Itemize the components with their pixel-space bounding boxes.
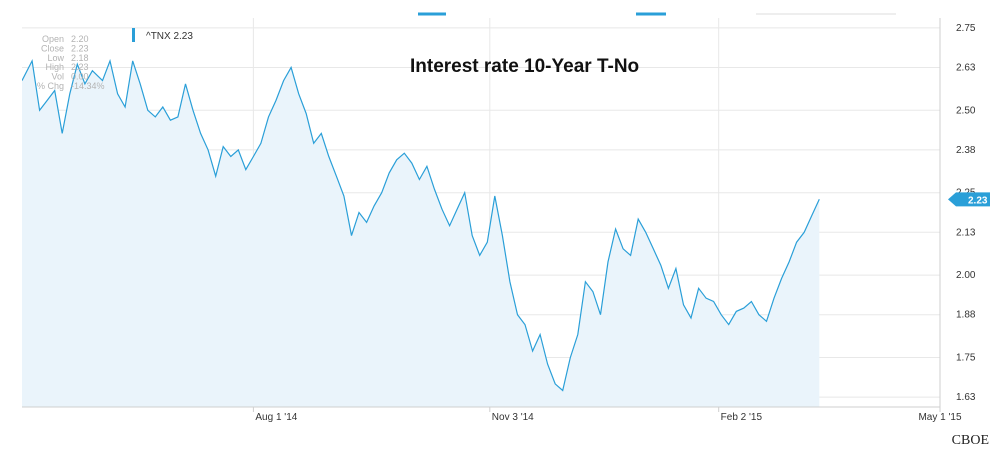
- ohlc-label: Vol: [51, 72, 64, 82]
- ohlc-label: Close: [41, 43, 64, 53]
- legend-swatch: [132, 28, 135, 42]
- series-line: [22, 58, 820, 392]
- ohlc-value: 0.00: [71, 72, 89, 82]
- y-tick-label: 2.50: [956, 105, 976, 116]
- ohlc-panel: Open 2.20 Close 2.23 Low 2.18 High 2.23 Vol 0.00%…: [37, 34, 105, 91]
- series-area: [22, 60, 820, 407]
- x-tick-label: May 1 '15: [918, 412, 961, 423]
- last-value-label: 2.23: [968, 195, 988, 206]
- source-label: CBOE: [951, 433, 989, 448]
- legend-label: ^TNX 2.23: [146, 31, 193, 42]
- ohlc-label: Low: [47, 53, 64, 63]
- ohlc-value: 2.23: [71, 43, 89, 53]
- y-tick-label: 1.88: [956, 310, 976, 321]
- y-tick-label: 1.63: [956, 392, 976, 403]
- ohlc-label: High: [45, 62, 64, 72]
- x-tick-label: Feb 2 '15: [721, 412, 763, 423]
- x-tick-label: Aug 1 '14: [255, 412, 297, 423]
- ohlc-label: % Chg: [37, 81, 64, 91]
- y-tick-label: 2.13: [956, 227, 976, 238]
- y-tick-labels: 2.752.632.502.382.252.132.001.881.751.63: [956, 23, 976, 403]
- legend: ^TNX 2.23: [132, 28, 193, 42]
- ohlc-value: -14.34%: [71, 81, 105, 91]
- ohlc-value: 2.23: [71, 62, 89, 72]
- y-tick-label: 2.63: [956, 62, 976, 73]
- y-tick-label: 1.75: [956, 353, 976, 364]
- ohlc-value: 2.20: [71, 34, 89, 44]
- ohlc-value: 2.18: [71, 53, 89, 63]
- y-tick-label: 2.00: [956, 270, 976, 281]
- x-tick-label: Nov 3 '14: [492, 412, 534, 423]
- last-value-badge: 2.23: [948, 192, 990, 207]
- x-tick-labels: Aug 1 '14 Nov 3 '14 Feb 2 '15 May 1 '15: [252, 407, 962, 423]
- y-tick-label: 2.75: [956, 23, 976, 34]
- y-tick-label: 2.38: [956, 145, 976, 156]
- ohlc-label: Open: [42, 34, 64, 44]
- chart-title: Interest rate 10-Year T-No: [410, 56, 639, 77]
